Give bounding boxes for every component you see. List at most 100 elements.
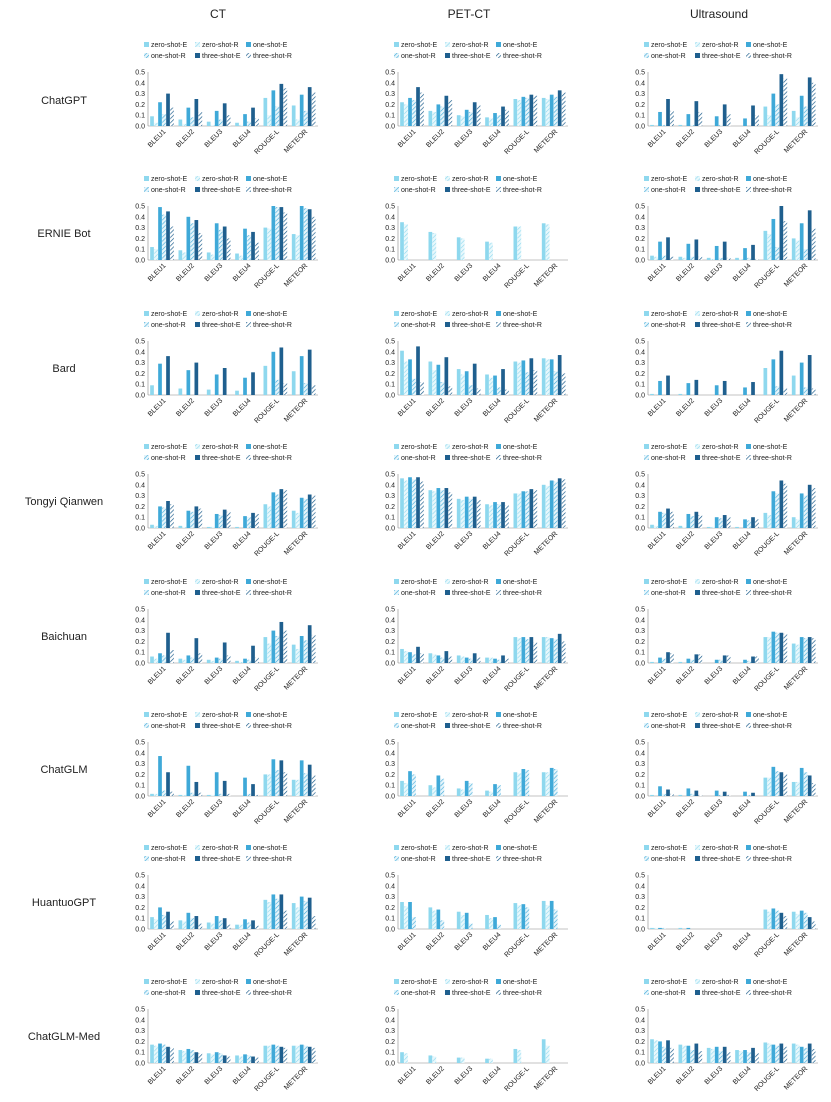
bar-bleu1-zero-shot-R	[154, 919, 158, 929]
legend-label-one-shot-R: one-shot-R	[401, 53, 436, 60]
bar-bleu1-zero-shot-R	[154, 122, 158, 126]
bar-bleu2-zero-shot-E	[428, 785, 433, 796]
y-tick-label: 0.0	[385, 124, 395, 131]
y-tick-label: 0.1	[135, 1050, 145, 1057]
legend-label-three-shot-E: three-shot-E	[202, 723, 241, 730]
legend-label-one-shot-E: one-shot-E	[753, 42, 788, 49]
bar-bleu2-three-shot-E	[444, 357, 449, 395]
legend-swatch-three-shot-E	[695, 856, 700, 861]
legend-label-three-shot-E: three-shot-E	[202, 322, 241, 329]
bar-meteor-one-shot-R	[303, 208, 308, 260]
bar-bleu2-one-shot-E	[686, 513, 691, 528]
x-tick-label: ROUGE-L	[753, 931, 781, 959]
bar-bleu2-three-shot-R	[448, 386, 453, 395]
legend-label-one-shot-R: one-shot-R	[651, 590, 686, 597]
y-tick-label: 0.4	[385, 349, 395, 356]
legend-swatch-one-shot-R	[644, 322, 649, 327]
bar-bleu2-one-shot-R	[190, 918, 195, 929]
y-tick-label: 0.1	[385, 1050, 395, 1057]
legend-swatch-one-shot-E	[746, 311, 751, 316]
bar-bleu3-zero-shot-E	[706, 1047, 711, 1063]
bar-bleu2-three-shot-R	[448, 492, 453, 528]
bar-bleu3-zero-shot-E	[206, 252, 211, 260]
bar-bleu4-zero-shot-E	[485, 117, 489, 126]
bar-meteor-one-shot-R	[803, 1047, 808, 1063]
bar-rouge-l-zero-shot-E	[513, 772, 518, 796]
bar-bleu1-one-shot-E	[408, 652, 412, 663]
bar-bleu1-one-shot-R	[412, 917, 416, 929]
bar-rouge-l-three-shot-R	[783, 916, 788, 929]
bar-meteor-zero-shot-R	[545, 99, 550, 126]
bar-rouge-l-three-shot-R	[283, 630, 288, 663]
bar-rouge-l-one-shot-E	[521, 491, 526, 528]
bar-rouge-l-three-shot-R	[783, 483, 788, 528]
legend-swatch-three-shot-R	[746, 455, 751, 460]
legend-label-zero-shot-R: zero-shot-R	[702, 311, 739, 318]
legend-swatch-three-shot-R	[246, 590, 251, 595]
bar-bleu4-three-shot-R	[755, 519, 759, 528]
bar-rouge-l-one-shot-R	[275, 636, 280, 663]
y-tick-label: 0.1	[635, 113, 645, 120]
bar-bleu4-one-shot-E	[743, 387, 747, 395]
bar-bleu3-zero-shot-E	[206, 922, 211, 929]
bar-rouge-l-three-shot-R	[283, 772, 288, 796]
x-tick-label: BLEU1	[647, 397, 668, 418]
y-tick-label: 0.3	[635, 761, 645, 768]
panel-chatglm-pet-ct: zero-shot-E zero-shot-R one-shot-E one-shot…	[385, 712, 568, 826]
legend-swatch-one-shot-R	[644, 590, 649, 595]
bar-bleu2-zero-shot-E	[428, 490, 433, 528]
bar-bleu4-one-shot-E	[743, 791, 747, 796]
bar-meteor-zero-shot-E	[541, 637, 546, 663]
bar-meteor-zero-shot-R	[545, 224, 550, 260]
y-tick-label: 0.5	[385, 204, 395, 211]
legend: zero-shot-E zero-shot-R one-shot-E one-shot…	[394, 42, 542, 60]
bar-bleu3-three-shot-R	[226, 1056, 231, 1063]
bar-meteor-zero-shot-R	[295, 512, 300, 528]
bar-bleu2-one-shot-R	[440, 490, 445, 528]
bar-bleu4-three-shot-R	[255, 118, 259, 126]
x-tick-label: BLEU1	[397, 530, 418, 551]
y-tick-label: 0.2	[135, 772, 145, 779]
x-tick-label: BLEU2	[425, 262, 446, 283]
bar-meteor-one-shot-E	[299, 636, 304, 663]
legend-label-zero-shot-E: zero-shot-E	[401, 311, 438, 318]
bar-meteor-zero-shot-R	[795, 519, 800, 528]
y-tick-label: 0.1	[635, 783, 645, 790]
bar-bleu1-three-shot-R	[170, 791, 174, 796]
bar-bleu3-zero-shot-E	[206, 794, 211, 796]
bar-meteor-zero-shot-E	[791, 643, 796, 663]
y-tick-label: 0.3	[385, 1028, 395, 1035]
bar-bleu2-zero-shot-R	[432, 910, 437, 929]
y-tick-label: 0.3	[385, 628, 395, 635]
y-tick-label: 0.3	[385, 91, 395, 98]
legend-label-one-shot-R: one-shot-R	[151, 322, 186, 329]
legend: zero-shot-E zero-shot-R one-shot-E one-shot…	[644, 845, 792, 863]
bar-bleu2-zero-shot-E	[428, 1055, 433, 1063]
legend-label-zero-shot-R: zero-shot-R	[452, 176, 489, 183]
bar-bleu2-one-shot-R	[190, 1050, 195, 1063]
x-tick-label: BLEU3	[454, 665, 475, 686]
legend-swatch-one-shot-E	[496, 176, 501, 181]
y-tick-label: 0.5	[385, 472, 395, 479]
bar-rouge-l-zero-shot-E	[763, 777, 768, 796]
x-tick-label: BLEU3	[704, 530, 725, 551]
x-tick-label: BLEU3	[204, 931, 225, 952]
y-tick-label: 0.1	[635, 382, 645, 389]
x-tick-label: ROUGE-L	[753, 397, 781, 425]
bar-bleu3-one-shot-E	[214, 1052, 219, 1063]
y-tick-label: 0.4	[635, 750, 645, 757]
bar-rouge-l-zero-shot-E	[263, 637, 268, 663]
bar-rouge-l-three-shot-R	[783, 1046, 788, 1063]
legend-label-three-shot-R: three-shot-R	[503, 322, 542, 329]
y-tick-label: 0.5	[635, 204, 645, 211]
bar-bleu2-zero-shot-R	[682, 257, 687, 260]
x-tick-label: METEOR	[783, 128, 809, 154]
bar-bleu1-zero-shot-R	[654, 525, 658, 528]
legend-label-zero-shot-R: zero-shot-R	[702, 444, 739, 451]
panel-baichuan-ultrasound: zero-shot-E zero-shot-R one-shot-E one-shot…	[635, 579, 818, 693]
bar-rouge-l-zero-shot-R	[767, 911, 772, 929]
legend-label-three-shot-R: three-shot-R	[753, 990, 792, 997]
bar-bleu3-zero-shot-R	[210, 1054, 215, 1063]
legend-label-one-shot-R: one-shot-R	[401, 856, 436, 863]
legend-swatch-one-shot-E	[746, 444, 751, 449]
